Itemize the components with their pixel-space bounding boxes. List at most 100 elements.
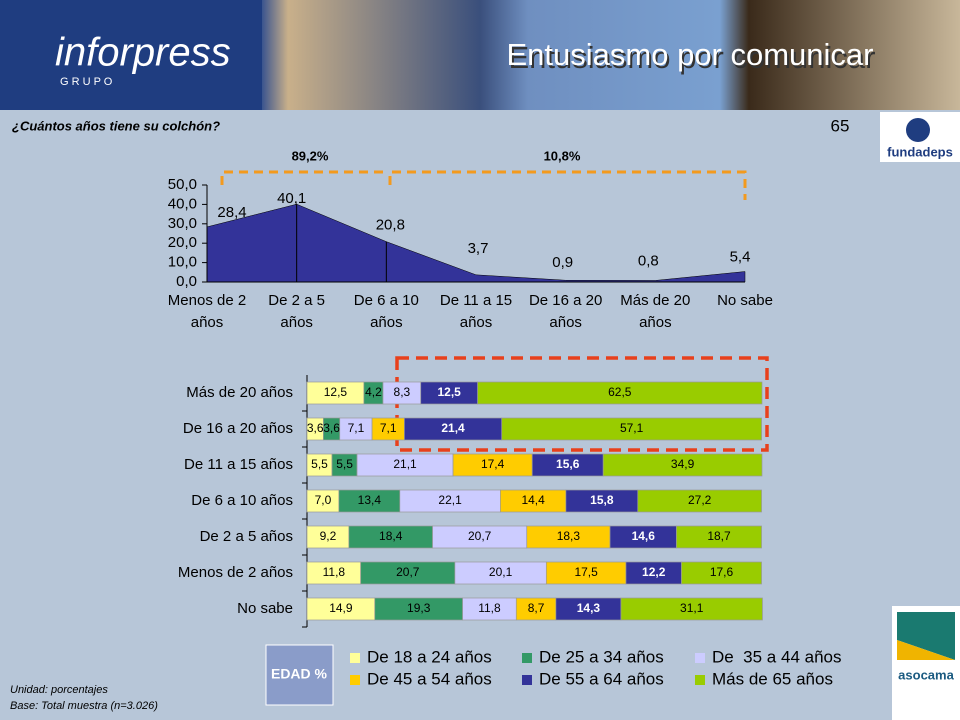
legend-swatch [522,653,532,663]
data-label: 9,2 [320,529,337,543]
annotation: 10,8% [544,148,581,163]
data-label: 0,9 [552,254,573,271]
data-label: 4,2 [365,385,382,399]
y-tick-label: 30,0 [168,215,197,232]
y-tick-label: De 6 a 10 años [191,492,293,509]
fundadeps-text: fundadeps [887,144,953,159]
y-tick-label: Menos de 2 años [178,564,293,581]
data-label: 19,3 [407,601,431,615]
data-label: 14,9 [329,601,353,615]
legend-swatch [695,653,705,663]
x-tick-label: De 11 a 15 años [439,292,513,331]
x-tick-label: No sabe [717,292,773,309]
fundadeps-icon [906,118,930,142]
y-tick-label: 20,0 [168,234,197,251]
logo-text: inforpress [55,31,231,75]
data-label: 0,8 [638,252,659,269]
data-label: 3,6 [307,421,324,435]
legend-label: De 25 a 34 años [539,647,664,666]
bar-segment [602,453,763,477]
x-tick-label: Menos de 2 años [167,292,247,331]
footnote: Base: Total muestra (n=3.026) [10,700,158,712]
data-label: 15,8 [590,493,614,507]
page-number: 65 [831,116,850,135]
bar-segment [637,489,762,513]
data-label: 12,5 [324,385,348,399]
data-label: 20,7 [468,529,492,543]
bar-segment [620,597,763,621]
data-label: 7,0 [315,493,332,507]
question: ¿Cuántos años tiene su colchón? [12,118,220,133]
legend-title-box [265,644,334,706]
legend-swatch [695,675,705,685]
legend-label: De 45 a 54 años [367,669,492,688]
data-label: 13,4 [358,493,382,507]
data-label: 21,4 [441,421,465,435]
y-tick-label: 10,0 [168,254,197,271]
bar-segment [681,561,762,585]
legend-title: EDAD % [271,666,328,682]
legend-swatch [350,675,360,685]
data-label: 20,7 [396,565,420,579]
y-tick-label: 0,0 [176,273,197,290]
annotation: 89,2% [292,148,329,163]
data-label: 5,5 [311,457,328,471]
y-tick-label: De 16 a 20 años [183,420,293,437]
data-label: 17,5 [574,565,598,579]
data-label: 8,7 [528,601,545,615]
y-tick-label: 40,0 [168,195,197,212]
title: Entusiasmo por comunicar [507,37,874,72]
data-label: 12,5 [438,385,462,399]
data-label: 21,1 [393,457,417,471]
logo-sub: G R U P O [60,76,113,88]
y-tick-label: Más de 20 años [186,384,293,401]
title-shadow: Entusiasmo por comunicar [509,40,876,75]
asocama-icon-2 [897,640,955,660]
x-tick-label: De 16 a 20 años [528,292,603,331]
data-label: 57,1 [620,421,644,435]
data-label: 28,4 [217,204,246,221]
data-label: 14,4 [521,493,545,507]
data-label: 40,1 [277,190,306,207]
data-label: 5,4 [730,248,751,265]
asocama-icon [897,612,955,660]
data-label: 18,4 [379,529,403,543]
x-tick-label: Más de 20 años [620,292,691,331]
legend-label: De 18 a 24 años [367,647,492,666]
legend-swatch [350,653,360,663]
asocama-text: asocama [898,667,954,682]
bar-segment [501,417,762,441]
data-label: 12,2 [642,565,666,579]
data-label: 3,6 [323,421,340,435]
data-label: 27,2 [688,493,712,507]
data-label: 14,6 [632,529,656,543]
y-tick-label: No sabe [237,600,293,617]
data-label: 31,1 [680,601,704,615]
x-tick-label: De 6 a 10 años [353,292,419,331]
data-label: 14,3 [577,601,601,615]
footnote: Unidad: porcentajes [10,684,108,696]
data-label: 7,1 [380,421,397,435]
y-tick-label: De 11 a 15 años [184,456,293,473]
data-label: 18,3 [557,529,581,543]
data-label: 11,8 [323,565,346,579]
data-label: 20,1 [489,565,513,579]
data-label: 34,9 [671,457,695,471]
data-label: 8,3 [394,385,411,399]
x-tick-label: De 2 a 5 años [268,292,326,331]
legend-swatch [522,675,532,685]
bar-segment [477,381,763,405]
data-label: 20,8 [376,217,405,234]
data-label: 62,5 [608,385,632,399]
legend-label: Más de 65 años [712,669,833,688]
data-label: 18,7 [707,529,731,543]
data-label: 17,6 [710,565,734,579]
bar-segment [676,525,762,549]
logo-panel [0,0,262,110]
data-label: 5,5 [336,457,353,471]
data-label: 15,6 [556,457,580,471]
data-label: 11,8 [478,601,501,615]
data-label: 17,4 [481,457,505,471]
